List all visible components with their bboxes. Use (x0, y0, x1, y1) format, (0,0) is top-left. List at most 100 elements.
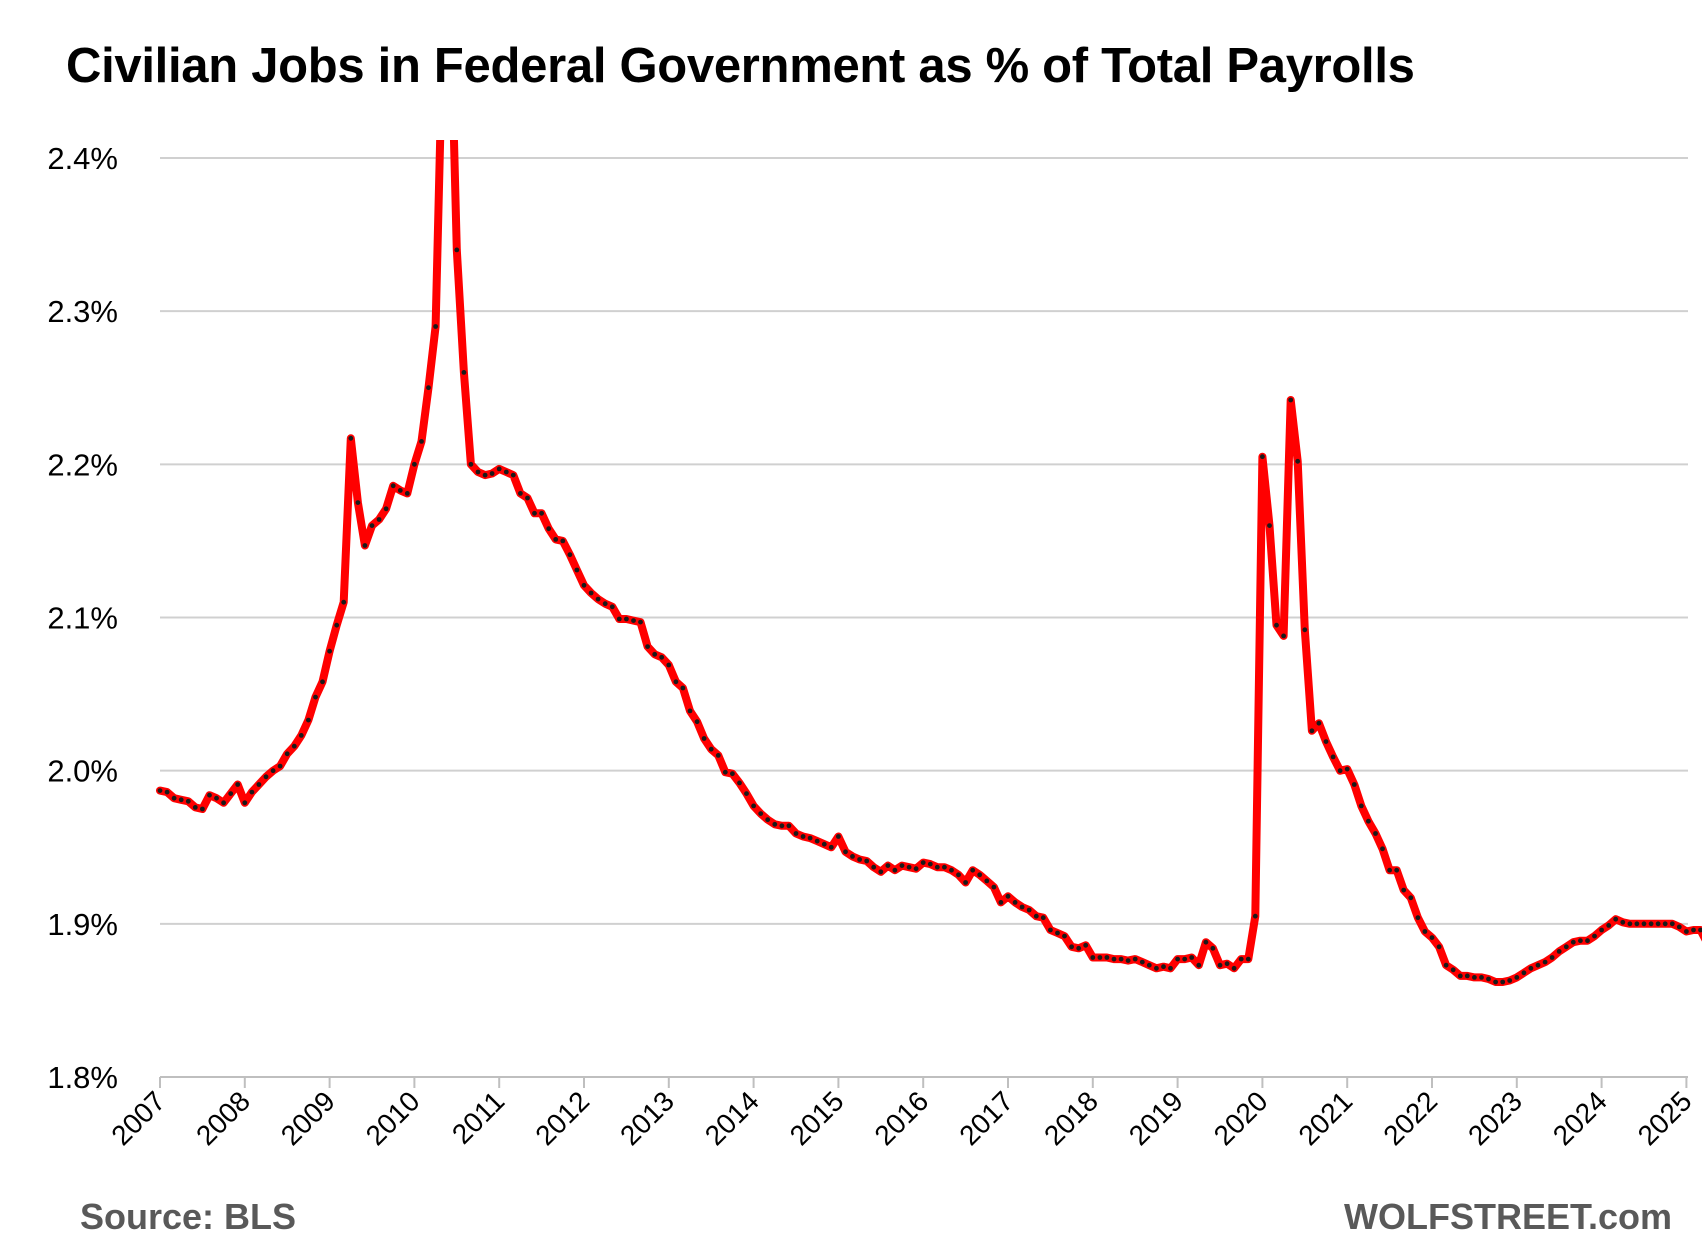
data-point (1358, 803, 1364, 809)
data-point (1528, 965, 1534, 971)
data-point (235, 782, 241, 787)
data-point (694, 719, 700, 725)
data-point (807, 835, 813, 841)
x-tick-label: 2022 (1377, 1085, 1443, 1151)
data-point (779, 823, 785, 829)
data-point (1090, 955, 1096, 960)
x-tick-label: 2021 (1292, 1085, 1358, 1151)
data-point (595, 596, 601, 602)
data-point (1125, 958, 1131, 963)
data-point (376, 517, 382, 522)
x-tick-label: 2018 (1038, 1085, 1104, 1151)
data-point (1012, 900, 1018, 905)
data-point (1161, 964, 1166, 970)
data-point (1366, 818, 1371, 824)
data-point (624, 616, 629, 622)
data-point (1373, 831, 1378, 836)
data-point (1613, 916, 1619, 922)
data-point (426, 385, 431, 391)
data-point (1676, 924, 1682, 930)
data-point (1005, 893, 1011, 899)
data-point (737, 780, 742, 786)
data-point (1231, 965, 1237, 971)
data-point (171, 795, 177, 801)
data-point (390, 483, 396, 489)
data-point (567, 552, 573, 558)
x-tick-label: 2024 (1547, 1085, 1613, 1151)
data-point (192, 805, 198, 810)
data-point (482, 472, 488, 478)
data-point (320, 679, 325, 685)
data-point (1224, 961, 1230, 967)
data-point (1401, 887, 1407, 893)
data-point (1585, 938, 1590, 944)
data-point (1514, 975, 1520, 980)
data-point (871, 864, 877, 870)
data-point (998, 900, 1004, 905)
data-point (383, 506, 389, 512)
data-point (1429, 935, 1435, 940)
data-point (1033, 913, 1039, 919)
data-point (1245, 956, 1251, 962)
x-tick-label: 2010 (360, 1085, 426, 1151)
data-point (510, 472, 516, 478)
data-point (1295, 458, 1301, 464)
data-point (178, 797, 184, 803)
data-point (242, 800, 248, 806)
data-point (666, 662, 672, 668)
data-point (588, 590, 594, 596)
data-point (1146, 962, 1152, 968)
series-line (156, 140, 1702, 986)
data-point (1422, 929, 1428, 934)
data-point (1302, 627, 1308, 633)
data-point (1168, 965, 1173, 971)
data-point (277, 763, 283, 769)
data-point (1069, 944, 1074, 950)
source-label: Source: BLS (80, 1196, 297, 1237)
data-point (228, 791, 234, 796)
data-point (1252, 913, 1258, 919)
data-point (313, 694, 318, 700)
data-point (836, 834, 841, 839)
data-point (963, 880, 968, 885)
data-point (956, 872, 961, 878)
y-tick-label: 2.0% (47, 754, 118, 789)
data-point (1606, 923, 1612, 928)
data-point (355, 500, 361, 505)
data-point (1104, 955, 1110, 960)
data-point (263, 774, 269, 780)
data-point (1182, 956, 1188, 962)
data-point (1344, 766, 1350, 772)
data-point (828, 844, 834, 850)
data-point (1684, 929, 1689, 934)
data-point (404, 491, 410, 496)
data-point (1330, 754, 1336, 760)
data-point (652, 651, 658, 657)
data-point (256, 782, 262, 787)
y-tick-label: 1.9% (47, 907, 118, 942)
data-point (1097, 955, 1103, 960)
data-point (1535, 962, 1541, 968)
data-point (687, 708, 693, 714)
data-point (1599, 927, 1604, 933)
data-point (1698, 927, 1702, 933)
data-point (1210, 945, 1216, 951)
data-point (984, 878, 990, 884)
data-point (1139, 959, 1145, 965)
data-point (1260, 454, 1265, 460)
data-point (1154, 965, 1159, 971)
data-point (1048, 927, 1053, 933)
chart-title: Civilian Jobs in Federal Government as %… (66, 39, 1415, 93)
data-point (1472, 975, 1477, 980)
data-point (1542, 959, 1548, 965)
data-point (164, 789, 170, 795)
data-point (270, 768, 276, 774)
data-point (1387, 867, 1392, 873)
data-point (157, 788, 163, 793)
data-point (800, 834, 806, 839)
data-point (744, 791, 749, 796)
data-point (708, 746, 714, 752)
x-tick-label: 2007 (105, 1085, 171, 1151)
data-point (1634, 921, 1640, 927)
y-tick-label: 2.2% (47, 447, 118, 482)
